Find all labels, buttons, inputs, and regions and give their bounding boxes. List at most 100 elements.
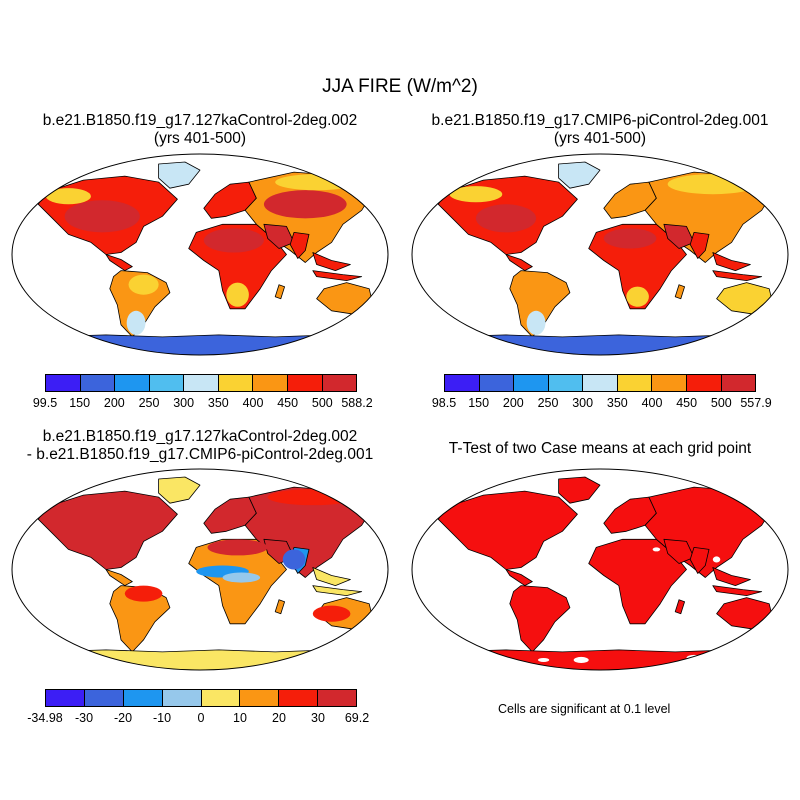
continent-madagascar <box>274 599 285 615</box>
colorbar-tick-label: 200 <box>502 396 524 410</box>
colorbar-tick-label: 300 <box>572 396 594 410</box>
colorbar-tick-label: 250 <box>537 396 559 410</box>
panel2-title-line1: b.e21.B1850.f19_g17.CMIP6-piControl-2deg… <box>431 112 769 129</box>
colorbar-swatch <box>479 375 515 391</box>
field-patch <box>652 547 661 552</box>
colorbar-swatch <box>279 690 319 706</box>
panel2-title-line2: (yrs 401-500) <box>553 130 647 147</box>
map-border <box>411 468 789 671</box>
panel2-colorbar-labels: 98.5 150 200 250 300 350 400 450 500 557.9 <box>432 396 772 412</box>
continent-arabia <box>663 223 695 249</box>
field-patch <box>222 572 261 583</box>
continent-greenland <box>558 476 601 504</box>
colorbar-tick-label: 10 <box>233 711 247 725</box>
continent-greenland <box>158 161 201 189</box>
figure-title: JJA FIRE (W/m^2) <box>322 76 478 97</box>
field-patch <box>275 174 358 191</box>
field-patch <box>449 186 503 203</box>
colorbar-tick-label: 400 <box>242 396 264 410</box>
panel1-title-line2: (yrs 401-500) <box>153 130 247 147</box>
field-patch <box>712 556 721 563</box>
panel2-colorbar <box>444 374 756 392</box>
continent-centralAm <box>505 254 533 271</box>
colorbar-tick-label: 450 <box>676 396 698 410</box>
field-patch <box>573 656 589 663</box>
map-border <box>411 153 789 356</box>
panel1-title-line1: b.e21.B1850.f19_g17.127kaControl-2deg.00… <box>42 112 358 129</box>
continent-madagascar <box>274 284 285 300</box>
continent-seAsia <box>312 252 351 271</box>
panel3-colorbar <box>45 689 357 707</box>
colorbar-swatch <box>617 375 653 391</box>
continent-antarctica <box>441 649 763 670</box>
colorbar-tick-label: -34.98 <box>27 711 63 725</box>
panel3-title: b.e21.B1850.f19_g17.127kaControl-2deg.00… <box>0 428 400 464</box>
continent-southAmerica <box>509 585 571 653</box>
continent-india <box>289 232 310 259</box>
panel3-title-line1: b.e21.B1850.f19_g17.127kaControl-2deg.00… <box>42 428 358 445</box>
colorbar-swatch <box>123 690 163 706</box>
continent-madagascar <box>674 599 685 615</box>
colorbar-swatch <box>162 690 202 706</box>
field-patch <box>203 228 264 253</box>
field-patch <box>64 200 140 233</box>
field-patch <box>475 204 537 233</box>
colorbar-tick-label: -30 <box>74 711 94 725</box>
continent-southAmerica <box>109 585 171 653</box>
panel4-title-line1: T-Test of two Case means at each grid po… <box>448 440 752 457</box>
panel3-colorbar-labels: -34.98 -30 -20 -10 0 10 20 30 69.2 <box>27 711 369 727</box>
colorbar-swatch <box>721 375 756 391</box>
continent-greenland <box>558 161 601 189</box>
panel4-map <box>411 468 789 671</box>
panel2-title: b.e21.B1850.f19_g17.CMIP6-piControl-2deg… <box>400 112 800 148</box>
colorbar-tick-label: -20 <box>113 711 133 725</box>
panel1-map <box>11 153 389 356</box>
field-patch <box>267 489 358 506</box>
field-patch <box>312 605 351 622</box>
field-patch <box>126 310 146 335</box>
continent-seAsia <box>312 567 351 586</box>
field-patch <box>526 310 546 335</box>
panel1-colorbar-labels: 99.5 150 200 250 300 350 400 450 500 588.2 <box>33 396 373 412</box>
continent-seAsia <box>712 567 751 586</box>
colorbar-swatch <box>445 375 480 391</box>
colorbar-swatch <box>318 690 356 706</box>
colorbar-tick-label: 450 <box>277 396 299 410</box>
colorbar-tick-label: 250 <box>138 396 160 410</box>
continent-greenland <box>158 476 201 504</box>
continent-indonesia <box>312 270 363 281</box>
map-border <box>11 468 389 671</box>
colorbar-tick-label: 69.2 <box>344 711 370 725</box>
colorbar-swatch <box>149 375 185 391</box>
colorbar-tick-label: 350 <box>606 396 628 410</box>
continent-centralAm <box>505 569 533 586</box>
continent-centralAm <box>105 569 133 586</box>
colorbar-tick-label: 150 <box>468 396 490 410</box>
continent-antarctica <box>441 334 763 355</box>
colorbar-swatch <box>46 375 81 391</box>
colorbar-swatch <box>686 375 722 391</box>
panel1-title: b.e21.B1850.f19_g17.127kaControl-2deg.00… <box>0 112 400 148</box>
continent-arabia <box>263 223 295 249</box>
colorbar-tick-label: 99.5 <box>32 396 58 410</box>
colorbar-tick-label: 350 <box>207 396 229 410</box>
colorbar-tick-label: 400 <box>641 396 663 410</box>
panel4-title: T-Test of two Case means at each grid po… <box>400 440 800 458</box>
colorbar-swatch <box>322 375 357 391</box>
colorbar-swatch <box>218 375 254 391</box>
colorbar-swatch <box>287 375 323 391</box>
field-patch <box>45 188 91 205</box>
colorbar-swatch <box>80 375 116 391</box>
field-patch <box>727 567 736 572</box>
field-patch <box>263 190 347 219</box>
continent-northAmerica <box>437 490 578 570</box>
panel1-colorbar <box>45 374 357 392</box>
continent-india <box>689 547 710 574</box>
colorbar-tick-label: 557.9 <box>740 396 772 410</box>
map-border <box>11 153 389 356</box>
colorbar-swatch <box>652 375 687 391</box>
continent-seAsia <box>712 252 751 271</box>
colorbar-swatch <box>201 690 241 706</box>
field-patch <box>626 286 649 307</box>
continent-india <box>689 232 710 259</box>
